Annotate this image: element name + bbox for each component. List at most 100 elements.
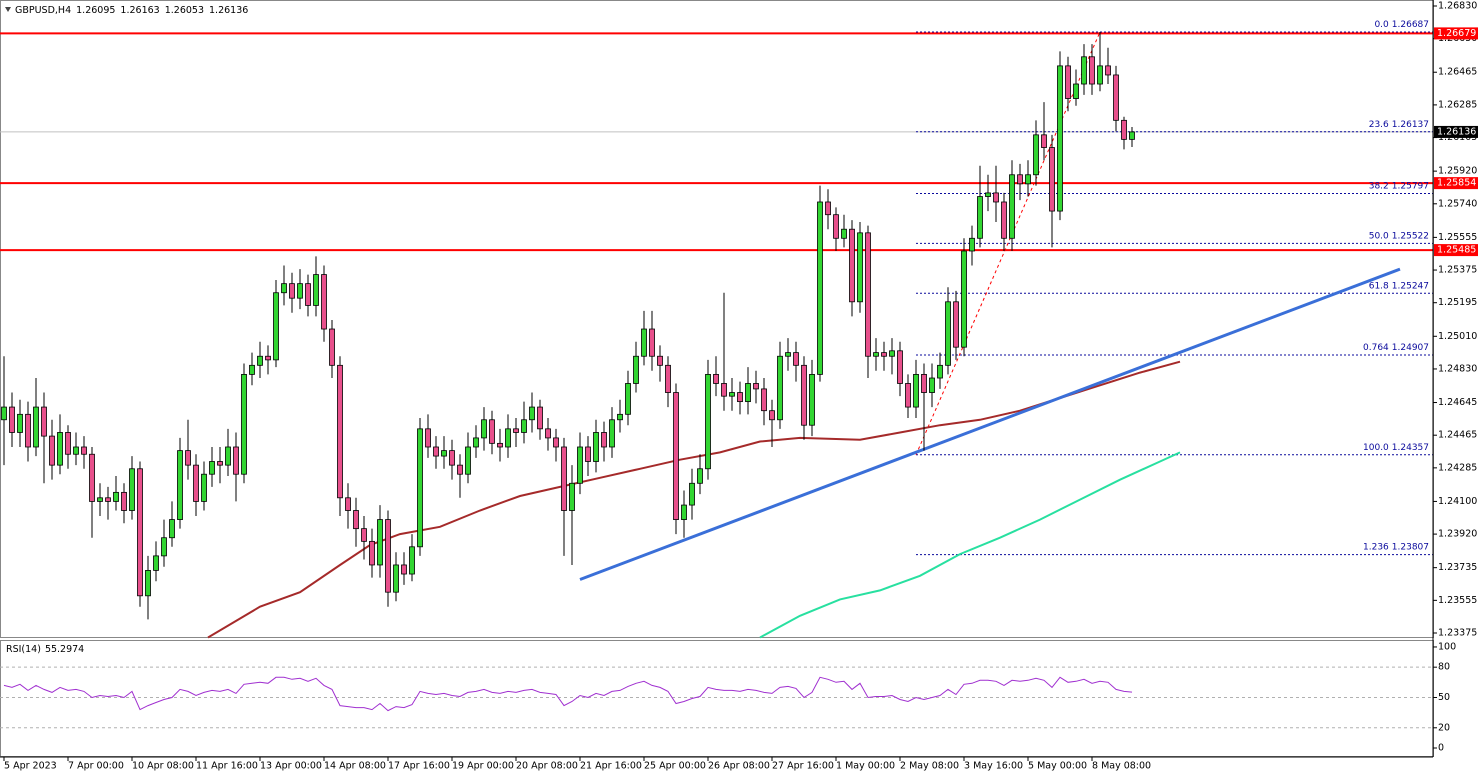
y-tick-label: 1.25195	[1438, 297, 1477, 308]
candle-body	[49, 435, 55, 466]
candle-body	[89, 453, 95, 502]
candle-body	[1009, 174, 1015, 239]
candle-body	[369, 540, 375, 566]
candle-body	[553, 437, 559, 448]
candle-body	[121, 491, 127, 511]
candle-body	[953, 301, 959, 348]
y-tick-label: 1.24100	[1438, 496, 1477, 507]
candle-body	[849, 228, 855, 303]
candle-body	[297, 283, 303, 299]
candle-body	[449, 450, 455, 466]
rsi-value: 55.2974	[45, 644, 84, 655]
candle-body	[249, 364, 255, 375]
level-price-box	[1434, 244, 1478, 257]
candle-body	[945, 301, 951, 366]
level-price-box	[1434, 177, 1478, 190]
x-tick-label: 19 Apr 00:00	[452, 761, 514, 772]
candle-body	[729, 392, 735, 397]
candle-body	[1121, 119, 1127, 140]
x-tick-label: 20 Apr 08:00	[516, 761, 578, 772]
candle-body	[817, 201, 823, 375]
candle-body	[913, 373, 919, 408]
y-tick-label: 1.25375	[1438, 265, 1477, 276]
candle-body	[697, 468, 703, 484]
candle-body	[409, 546, 415, 575]
candle-body	[1129, 131, 1135, 140]
candle-body	[273, 292, 279, 361]
candle-body	[201, 473, 207, 502]
fib-label: 0.764 1.24907	[1363, 343, 1429, 353]
candle-body	[841, 228, 847, 239]
x-tick-label: 17 Apr 16:00	[388, 761, 450, 772]
candle-body	[177, 450, 183, 520]
candle-body	[625, 383, 631, 415]
candle-body	[129, 468, 135, 511]
candle-body	[41, 406, 47, 437]
candle-body	[905, 383, 911, 408]
candle-body	[761, 388, 767, 412]
candle-body	[633, 355, 639, 384]
rsi-header: RSI(14) 55.2974	[6, 644, 84, 655]
candle-body	[33, 406, 39, 448]
y-tick-label: 0	[1438, 743, 1444, 754]
candle-body	[25, 413, 31, 448]
candle-body	[689, 482, 695, 506]
candle-body	[457, 464, 463, 475]
y-tick-label: 1.24465	[1438, 430, 1477, 441]
y-tick-label: 1.25555	[1438, 232, 1477, 243]
y-tick-label: 1.23735	[1438, 562, 1477, 573]
level-price-box	[1434, 27, 1478, 40]
low-value: 1.26053	[165, 5, 204, 16]
candle-body	[929, 377, 935, 393]
fib-price: 1.24907	[1392, 343, 1429, 353]
candle-body	[681, 504, 687, 520]
candle-body	[713, 373, 719, 384]
candle-body	[753, 383, 759, 390]
candle-body	[737, 392, 743, 403]
overlay-line	[759, 451, 1181, 639]
fib-price: 1.26137	[1392, 120, 1429, 130]
candle-body	[473, 437, 479, 448]
candle-body	[649, 328, 655, 357]
level-price-label: 1.25854	[1437, 178, 1476, 189]
fib-price: 1.25797	[1392, 181, 1429, 191]
candle-body	[657, 355, 663, 366]
chart-header: GBPUSD,H4 1.26095 1.26163 1.26053 1.26136	[15, 5, 248, 16]
candle-body	[889, 350, 895, 357]
x-tick-label: 11 Apr 16:00	[196, 761, 258, 772]
candle-body	[585, 446, 591, 462]
candle-body	[537, 406, 543, 430]
candle-body	[321, 274, 327, 330]
candle-body	[865, 232, 871, 357]
candle-body	[489, 419, 495, 444]
y-tick-label: 1.25920	[1438, 166, 1477, 177]
level-price-label: 1.25485	[1437, 245, 1476, 256]
x-tick-label: 14 Apr 08:00	[324, 761, 386, 772]
candle-body	[873, 352, 879, 357]
rsi-title: RSI(14)	[6, 644, 41, 655]
y-tick-label: 100	[1438, 641, 1456, 652]
candle-body	[1105, 65, 1111, 76]
candle-body	[569, 482, 575, 511]
x-tick-label: 8 May 08:00	[1092, 761, 1151, 772]
current-price-box	[1434, 125, 1478, 138]
candle-body	[809, 373, 815, 426]
candle-body	[329, 328, 335, 366]
x-tick-label: 2 May 08:00	[900, 761, 959, 772]
candle-body	[937, 364, 943, 379]
candle-body	[241, 373, 247, 475]
candle-body	[73, 446, 79, 455]
candle-body	[1089, 56, 1095, 85]
candle-body	[1041, 134, 1047, 148]
fib-label: 38.2 1.25797	[1369, 181, 1429, 191]
candle-body	[385, 519, 391, 593]
candle-body	[961, 250, 967, 348]
y-tick-label: 1.24645	[1438, 397, 1477, 408]
candle-body	[1081, 56, 1087, 85]
candle-body	[777, 355, 783, 421]
fib-level: 1.236	[1363, 543, 1389, 553]
candle-body	[105, 497, 111, 502]
candle-body	[1, 406, 7, 421]
fib-level: 50.0	[1369, 231, 1389, 241]
candle-body	[265, 355, 271, 361]
